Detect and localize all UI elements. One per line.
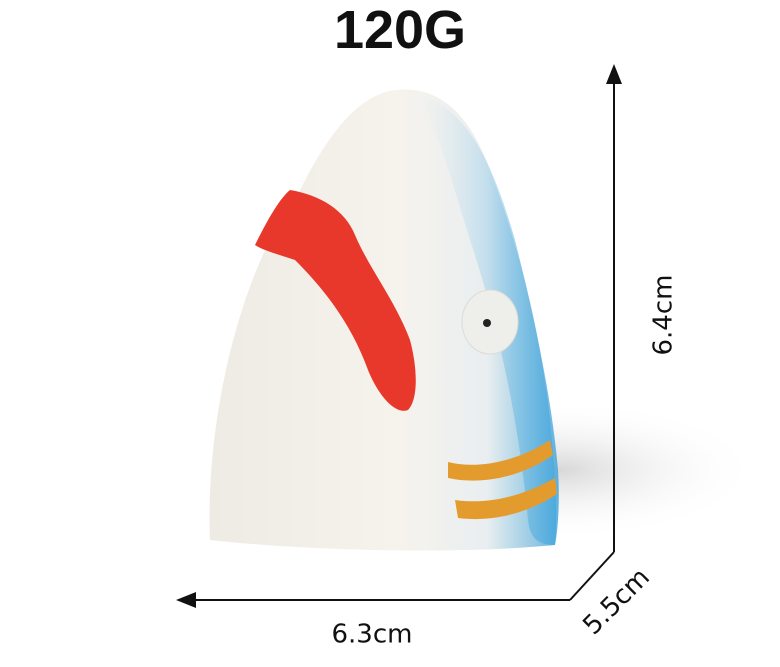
width-label: 6.3cm xyxy=(332,620,413,650)
weight-title: 120G xyxy=(334,0,466,60)
dimension-lines xyxy=(190,78,615,601)
arrow-head-left xyxy=(176,592,196,608)
shark-bath-bomb xyxy=(209,89,559,551)
height-label: 6.4cm xyxy=(649,275,679,356)
arrow-head-up xyxy=(606,64,622,84)
depth-label: 5.5cm xyxy=(577,562,655,640)
